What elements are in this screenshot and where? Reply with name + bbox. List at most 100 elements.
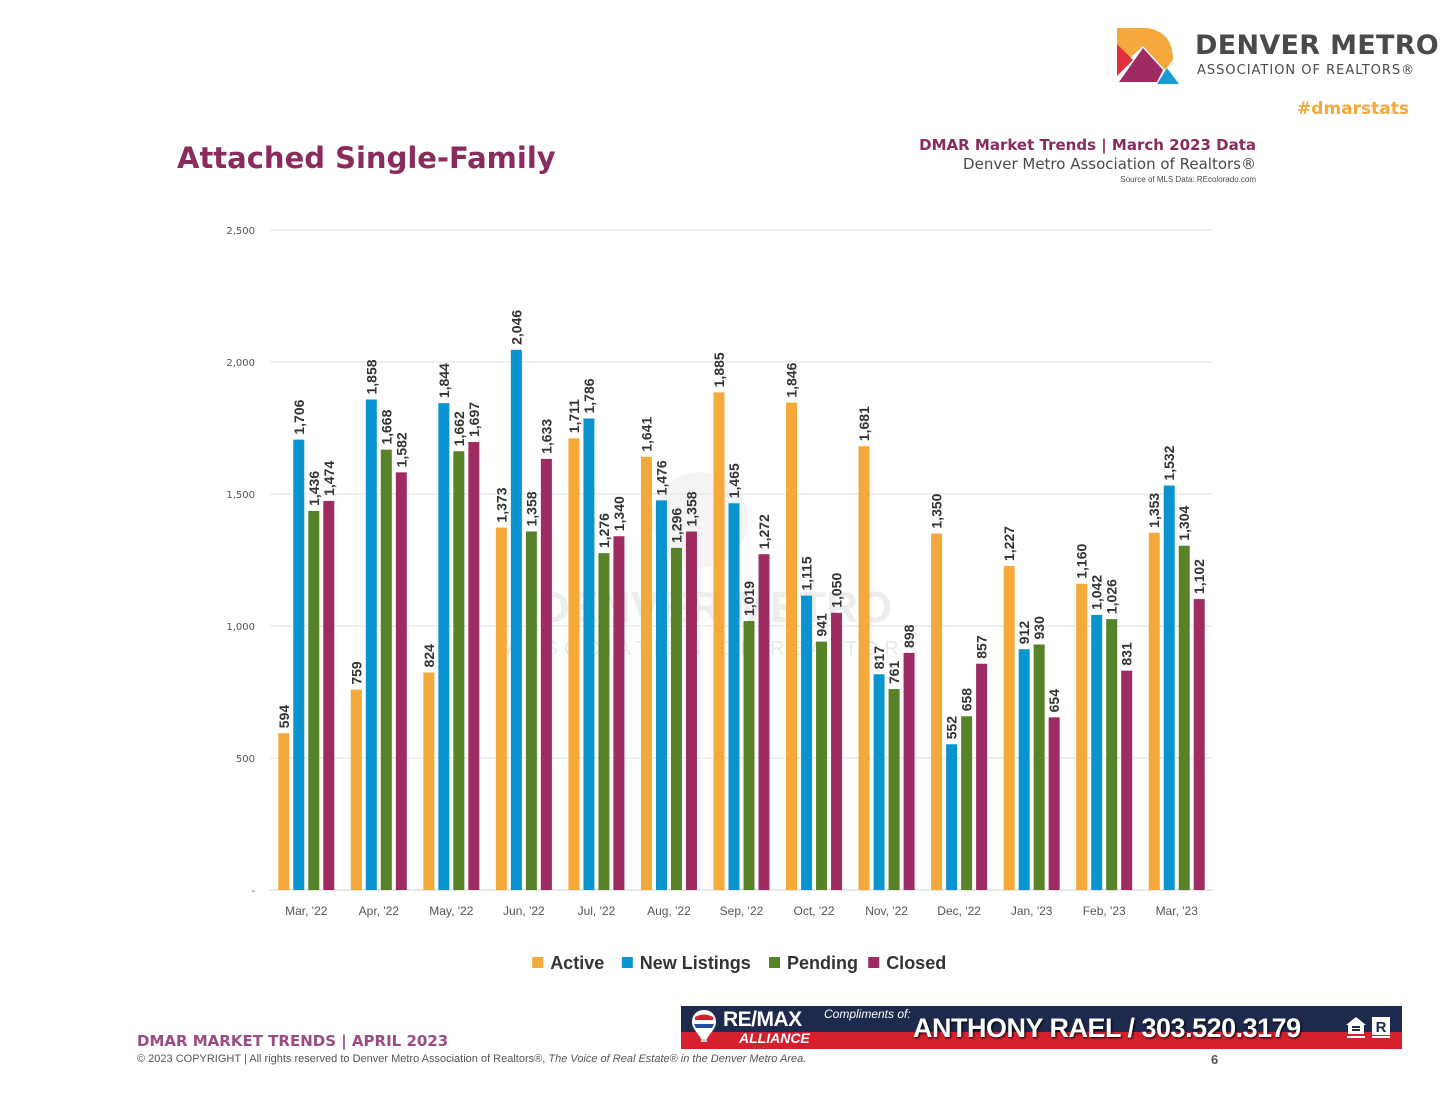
x-tick-label: Feb, '23 [1083, 904, 1126, 918]
data-label: 1,706 [291, 399, 307, 434]
data-label: 857 [974, 635, 990, 659]
bar-closed[interactable] [685, 531, 697, 890]
bar-pending[interactable] [1033, 644, 1045, 890]
bar-pending[interactable] [525, 531, 537, 890]
bar-pending[interactable] [1106, 619, 1118, 890]
bar-pending[interactable] [453, 451, 465, 890]
legend-item-new-listings[interactable]: New Listings [621, 953, 751, 973]
data-label: 1,641 [638, 417, 654, 452]
data-label: 817 [871, 646, 887, 670]
bar-active[interactable] [1148, 532, 1160, 890]
bar-pending[interactable] [816, 641, 828, 890]
bar-closed[interactable] [831, 612, 843, 890]
bar-new-listings[interactable] [946, 744, 958, 890]
data-label: 1,786 [581, 378, 597, 413]
data-label: 2,046 [508, 310, 524, 345]
copyright-tagline: The Voice of Real Estate® in the Denver … [548, 1053, 807, 1065]
data-label: 1,304 [1176, 505, 1192, 540]
x-tick-label: Apr, '22 [359, 904, 400, 918]
legend-item-pending[interactable]: Pending [769, 953, 858, 973]
agent-contact[interactable]: ANTHONY RAEL / 303.520.3179 [913, 1013, 1301, 1043]
legend-item-active[interactable]: Active [532, 953, 604, 973]
bar-new-listings[interactable] [655, 500, 667, 890]
data-label: 1,160 [1074, 544, 1090, 579]
data-label: 1,358 [683, 491, 699, 526]
x-tick-label: Oct, '22 [794, 904, 835, 918]
legend-item-closed[interactable]: Closed [868, 953, 946, 973]
bar-active[interactable] [1076, 583, 1088, 890]
bar-closed[interactable] [758, 554, 770, 890]
legend-label: New Listings [640, 953, 751, 973]
legend-swatch [532, 957, 544, 968]
bar-active[interactable] [713, 392, 725, 890]
bar-active[interactable] [640, 456, 652, 890]
hashtag: #dmarstats [1297, 99, 1409, 119]
legend-label: Closed [886, 953, 946, 973]
bar-new-listings[interactable] [801, 595, 813, 890]
data-label: 1,885 [711, 352, 727, 387]
compliments-label: Compliments of: [824, 1007, 911, 1021]
bar-closed[interactable] [1193, 599, 1205, 890]
data-label: 552 [944, 716, 960, 740]
bar-active[interactable] [278, 733, 290, 890]
bar-closed[interactable] [1121, 670, 1133, 890]
bar-pending[interactable] [1178, 545, 1190, 890]
data-label: 761 [886, 661, 902, 685]
legend-swatch [621, 957, 633, 968]
trend-subtitle: Denver Metro Association of Realtors® [963, 155, 1256, 173]
equal-housing-icon [1346, 1017, 1366, 1038]
data-label: 1,662 [451, 411, 467, 446]
bar-active[interactable] [1003, 566, 1015, 890]
bar-pending[interactable] [743, 620, 755, 890]
bar-active[interactable] [786, 402, 798, 890]
bar-pending[interactable] [670, 547, 682, 890]
data-label: 1,582 [393, 432, 409, 467]
y-tick-label: 1,000 [226, 622, 255, 633]
bar-pending[interactable] [308, 510, 320, 890]
bar-closed[interactable] [468, 441, 480, 890]
bar-closed[interactable] [540, 458, 552, 890]
bar-pending[interactable] [380, 449, 392, 890]
bar-active[interactable] [858, 446, 870, 890]
data-label: 1,276 [596, 513, 612, 548]
bar-new-listings[interactable] [365, 399, 377, 890]
bar-closed[interactable] [1048, 717, 1060, 890]
bar-pending[interactable] [888, 689, 900, 890]
data-label: 1,846 [784, 362, 800, 397]
bar-active[interactable] [495, 527, 507, 890]
bar-active[interactable] [931, 533, 943, 890]
bar-pending[interactable] [961, 716, 973, 890]
legend-label: Active [550, 953, 604, 973]
bar-new-listings[interactable] [1091, 614, 1103, 890]
bar-closed[interactable] [903, 652, 915, 890]
bar-new-listings[interactable] [728, 503, 740, 890]
bar-new-listings[interactable] [1018, 649, 1030, 890]
bar-active[interactable] [423, 672, 435, 890]
data-label: 1,350 [929, 493, 945, 528]
data-label: 1,272 [756, 514, 772, 549]
data-label: 1,115 [799, 556, 815, 590]
bar-new-listings[interactable] [438, 403, 450, 890]
bar-new-listings[interactable] [873, 674, 885, 890]
bar-active[interactable] [568, 438, 580, 890]
bar-closed[interactable] [613, 536, 625, 890]
data-label: 1,373 [493, 487, 509, 522]
page-title: Attached Single-Family [177, 141, 556, 175]
bar-new-listings[interactable] [293, 439, 305, 890]
bar-closed[interactable] [323, 500, 335, 890]
bar-closed[interactable] [976, 663, 988, 890]
bar-new-listings[interactable] [510, 349, 522, 891]
bar-new-listings[interactable] [583, 418, 595, 890]
remax-alliance: ALLIANCE [739, 1030, 810, 1046]
x-tick-label: Mar, '22 [285, 904, 328, 918]
bar-active[interactable] [350, 689, 362, 890]
bar-closed[interactable] [395, 472, 407, 890]
agent-banner[interactable]: RE/MAX ALLIANCE Compliments of: ANTHONY … [681, 1006, 1402, 1049]
data-label: 1,340 [611, 496, 627, 531]
bar-pending[interactable] [598, 553, 610, 890]
data-label: 930 [1031, 616, 1047, 640]
data-label: 1,633 [538, 419, 554, 454]
bar-new-listings[interactable] [1163, 485, 1175, 890]
data-label: 912 [1016, 621, 1032, 645]
data-label: 1,436 [306, 471, 322, 506]
